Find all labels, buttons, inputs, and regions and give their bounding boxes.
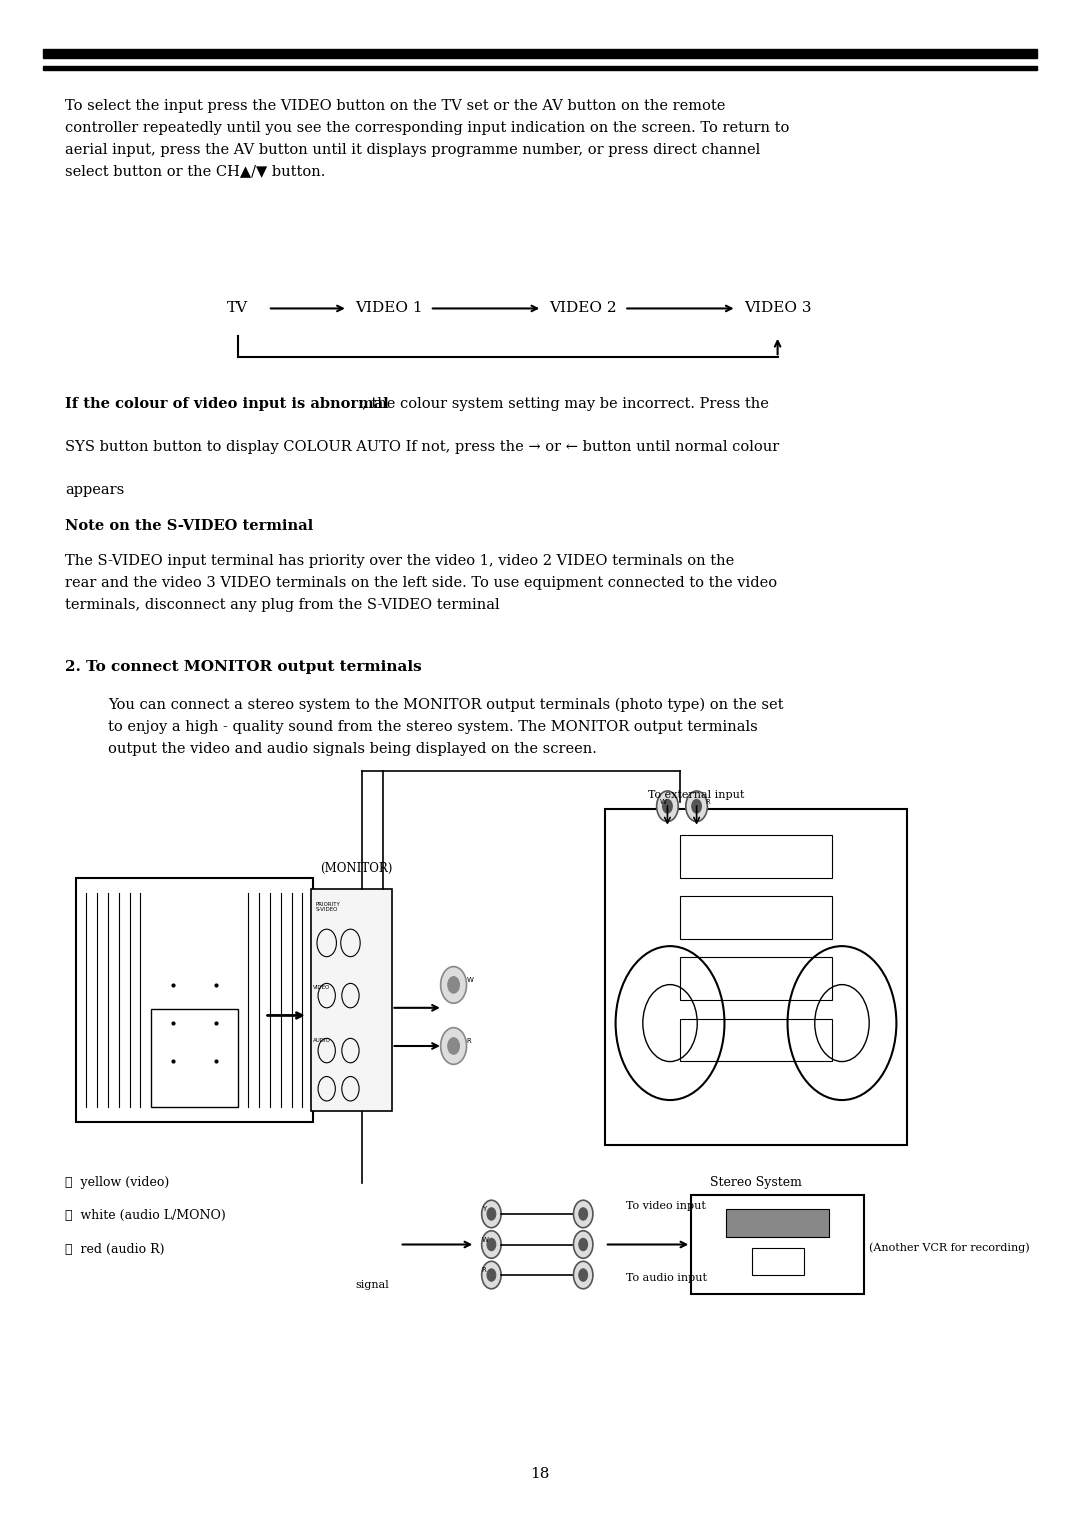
Circle shape	[686, 791, 707, 822]
Text: Y: Y	[482, 1206, 486, 1212]
Bar	[151, 1009, 238, 1107]
Circle shape	[487, 1208, 496, 1220]
Circle shape	[487, 1269, 496, 1281]
Circle shape	[482, 1231, 501, 1258]
Text: W: W	[467, 977, 473, 983]
Circle shape	[573, 1261, 593, 1289]
Text: ⓦ  white (audio L/MONO): ⓦ white (audio L/MONO)	[65, 1209, 226, 1223]
Circle shape	[441, 967, 467, 1003]
Text: VIDEO 2: VIDEO 2	[550, 301, 617, 316]
Text: R: R	[482, 1267, 486, 1274]
Text: 2. To connect MONITOR output terminals: 2. To connect MONITOR output terminals	[65, 660, 421, 673]
Text: Note on the S-VIDEO terminal: Note on the S-VIDEO terminal	[65, 519, 313, 533]
Circle shape	[441, 1028, 467, 1064]
Circle shape	[448, 1038, 459, 1054]
Text: SYS button button to display COLOUR AUTO If not, press the → or ← button until n: SYS button button to display COLOUR AUTO…	[65, 440, 779, 454]
Text: 18: 18	[530, 1466, 550, 1481]
Circle shape	[448, 977, 459, 993]
Bar	[43, 66, 1037, 70]
Bar	[752, 1248, 804, 1275]
Bar	[605, 809, 907, 1145]
Bar	[680, 957, 832, 1000]
Circle shape	[579, 1208, 588, 1220]
Circle shape	[579, 1269, 588, 1281]
Circle shape	[482, 1261, 501, 1289]
Text: PRIORITY
S-VIDEO: PRIORITY S-VIDEO	[316, 901, 340, 913]
Circle shape	[579, 1238, 588, 1251]
Text: To video input: To video input	[626, 1202, 706, 1211]
Text: VIDEO: VIDEO	[313, 985, 329, 989]
Text: R: R	[705, 799, 710, 805]
Text: , the colour system setting may be incorrect. Press the: , the colour system setting may be incor…	[362, 397, 769, 411]
Text: AUDIO: AUDIO	[313, 1038, 330, 1043]
Text: TV: TV	[227, 301, 248, 316]
Text: VIDEO 3: VIDEO 3	[744, 301, 811, 316]
Text: (Another VCR for recording): (Another VCR for recording)	[869, 1243, 1030, 1252]
Text: VIDEO 1: VIDEO 1	[355, 301, 422, 316]
Text: signal: signal	[355, 1280, 390, 1290]
Text: Stereo System: Stereo System	[710, 1176, 802, 1190]
Circle shape	[691, 800, 702, 812]
Bar	[680, 896, 832, 939]
Text: If the colour of video input is abnormal: If the colour of video input is abnormal	[65, 397, 389, 411]
Bar	[680, 1019, 832, 1061]
Circle shape	[482, 1200, 501, 1228]
Circle shape	[487, 1238, 496, 1251]
Circle shape	[573, 1231, 593, 1258]
Text: To select the input press the VIDEO button on the TV set or the AV button on the: To select the input press the VIDEO butt…	[65, 99, 789, 179]
Text: To external input: To external input	[648, 789, 744, 800]
Bar	[311, 889, 392, 1112]
Bar	[43, 49, 1037, 58]
Text: You can connect a stereo system to the MONITOR output terminals (photo type) on : You can connect a stereo system to the M…	[108, 698, 783, 756]
Text: W: W	[482, 1237, 488, 1243]
Text: appears: appears	[65, 483, 124, 496]
Bar	[680, 835, 832, 878]
Bar	[76, 878, 313, 1122]
Text: ⓧ  red (audio R): ⓧ red (audio R)	[65, 1243, 164, 1257]
Text: W: W	[660, 799, 666, 805]
Bar	[691, 1194, 864, 1295]
Text: The S-VIDEO input terminal has priority over the video 1, video 2 VIDEO terminal: The S-VIDEO input terminal has priority …	[65, 554, 777, 612]
Circle shape	[662, 800, 672, 812]
Text: To audio input: To audio input	[626, 1274, 707, 1283]
Circle shape	[573, 1200, 593, 1228]
Text: R: R	[467, 1038, 471, 1044]
Text: (MONITOR): (MONITOR)	[320, 861, 393, 875]
Text: ⓨ  yellow (video): ⓨ yellow (video)	[65, 1176, 170, 1190]
Circle shape	[657, 791, 678, 822]
Bar	[726, 1209, 829, 1237]
